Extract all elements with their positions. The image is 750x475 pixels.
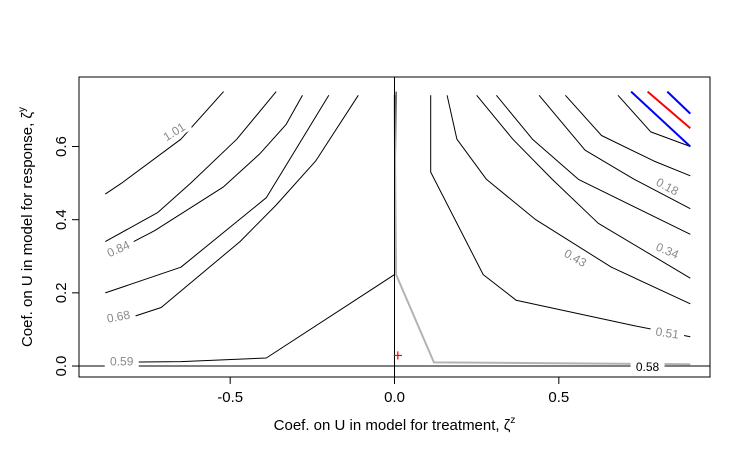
contour-label: 0.58 [636,360,660,374]
contour-line-2 [105,95,330,294]
contour-label-background [649,322,686,343]
contour-line-3 [105,91,277,243]
contour-label: 0.68 [106,307,132,325]
contour-line-17 [393,95,691,366]
y-axis: 0.0 0.2 0.4 0.6 [53,136,79,376]
contour-line-9 [496,94,691,235]
contour-label-background [648,236,687,264]
y-axis-title: Coef. on U in model for response, ζy [17,107,36,347]
point-marker: + [393,346,403,365]
contour-line-11 [476,94,691,279]
point-marker-layer: + [393,346,403,365]
contour-label: 0.51 [655,325,680,342]
x-axis-title-main: Coef. on U in model for treatment, ζ [274,417,511,434]
y-axis-title-superscript: y [17,107,28,112]
contour-line-15 [646,90,691,129]
contour-line-4 [105,91,224,195]
y-tick-label: 0.6 [53,136,70,157]
y-axis-title-main: Coef. on U in model for response, ζ [19,112,36,347]
contour-line-13 [617,94,691,147]
x-axis: -0.5 0.0 0.5 [217,377,569,406]
contour-label-background [104,353,139,369]
contour-line-14 [630,90,691,148]
contour-line-6 [105,95,359,327]
contour-line-5 [105,95,303,257]
contour-series-layer [105,90,691,366]
contour-label-background [630,358,665,374]
contour-line-10 [565,94,691,177]
contour-labels-layer: 1.010.840.680.590.180.340.430.510.58 [99,116,687,374]
contour-label-background [99,234,137,263]
y-tick-label: 0.2 [53,282,70,303]
x-tick-label: 0.5 [548,389,569,406]
x-axis-title-superscript: z [510,415,515,426]
contour-line-12 [538,94,691,210]
contour-line-16 [666,90,691,115]
y-tick-label: 0.4 [53,209,70,230]
x-tick-label: -0.5 [217,389,243,406]
contour-line-7 [430,95,691,338]
contour-label-background [648,171,687,201]
contour-line-8 [446,95,691,305]
contour-label: 0.59 [110,355,134,369]
contour-label-background [155,116,193,147]
x-axis-title: Coef. on U in model for treatment, ζz [274,415,516,434]
x-tick-label: 0.0 [384,389,405,406]
contour-label-background [557,242,594,273]
reference-lines-layer [79,77,710,377]
contour-label-background [100,305,137,327]
y-tick-label: 0.0 [53,356,70,377]
